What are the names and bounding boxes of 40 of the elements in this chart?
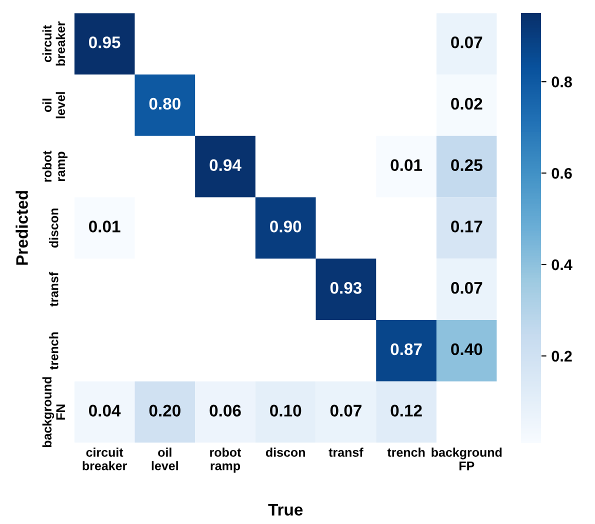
- data-label: 0.95: [88, 36, 120, 48]
- y-tick-label: oil level: [42, 92, 66, 118]
- data-label: 0.93: [330, 282, 362, 294]
- data-label: 0.20: [149, 404, 180, 417]
- data-label: 0.17: [451, 220, 482, 232]
- x-axis-title: True: [268, 504, 303, 516]
- data-label: 0.07: [451, 36, 482, 48]
- data-label: 0.10: [270, 404, 302, 417]
- data-label: 0.25: [451, 159, 482, 172]
- color-bar-label: 0.8: [552, 76, 572, 88]
- data-label: 0.40: [451, 343, 482, 356]
- y-tick-label: discon: [49, 208, 58, 248]
- data-label: 0.80: [149, 98, 180, 110]
- data-label: 0.01: [88, 220, 120, 232]
- x-tick-label: background FP: [432, 448, 502, 470]
- x-tick-label: robot ramp: [210, 448, 242, 473]
- y-tick-label: robot ramp: [42, 150, 68, 182]
- data-label: 0.07: [451, 282, 482, 294]
- data-label: 0.01: [390, 159, 422, 172]
- y-tick-label: background FN: [42, 377, 65, 448]
- x-tick-label: trench: [387, 448, 425, 457]
- y-axis-title: Predicted: [16, 191, 28, 265]
- color-bar-label: 0.2: [552, 350, 572, 362]
- y-tick-label: transf: [49, 272, 58, 307]
- data-label: 0.87: [390, 343, 422, 356]
- color-bar-label: 0.4: [552, 259, 572, 270]
- data-label: 0.06: [210, 404, 241, 417]
- x-tick-label: transf: [328, 448, 364, 457]
- x-tick-label: discon: [266, 448, 305, 457]
- data-label: 0.04: [88, 404, 121, 417]
- x-tick-label: oil level: [152, 448, 178, 470]
- data-label: 0.94: [210, 159, 242, 172]
- data-label: 0.07: [330, 404, 362, 417]
- data-label: 0.02: [451, 98, 482, 110]
- x-tick-label: circuit breaker: [82, 448, 127, 470]
- y-tick-label: circuit breaker: [42, 21, 66, 66]
- color-bar-label: 0.6: [552, 168, 572, 179]
- data-label: 0.90: [270, 220, 302, 232]
- data-label: 0.12: [390, 404, 422, 417]
- y-tick-label: trench: [49, 332, 58, 370]
